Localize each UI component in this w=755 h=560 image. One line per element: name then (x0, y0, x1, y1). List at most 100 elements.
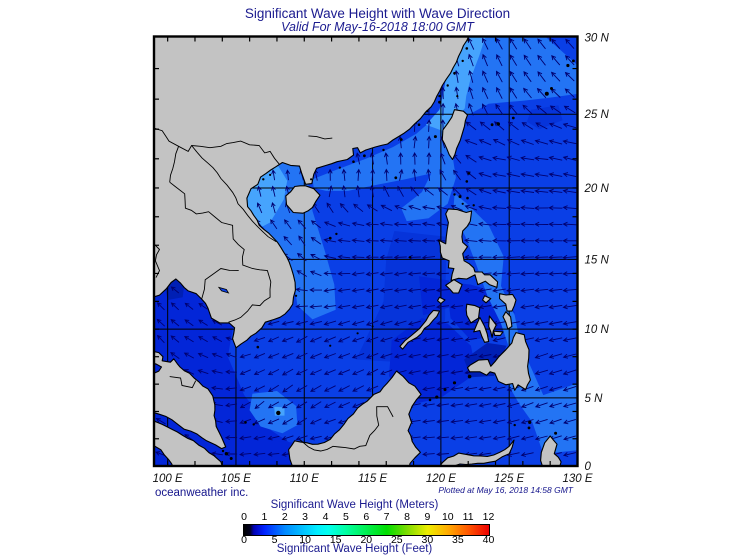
wave-arrow (450, 304, 464, 310)
island-speck (528, 420, 532, 424)
island-speck (276, 410, 281, 416)
wave-arrow (323, 221, 336, 228)
wave-arrow (253, 369, 265, 376)
wave-arrow (534, 353, 549, 359)
wave-arrow (436, 370, 449, 375)
wave-arrow (384, 168, 389, 181)
wave-arrow (506, 435, 520, 441)
wave-arrow (323, 369, 336, 376)
wave-arrow (323, 271, 337, 276)
wave-arrow (267, 451, 280, 457)
border-china-south-border (154, 127, 281, 165)
wave-arrow (520, 254, 535, 260)
wave-arrow (341, 168, 347, 181)
wave-arrow (505, 254, 521, 260)
wave-arrow (492, 337, 506, 343)
wave-arrow (407, 304, 421, 310)
wave-arrow (453, 169, 461, 181)
wave-arrow (421, 287, 435, 293)
wave-arrow (523, 71, 532, 83)
wave-arrow (309, 336, 322, 343)
wave-arrow (436, 221, 450, 227)
feet-tick-5: 5 (271, 533, 278, 546)
wave-arrow (295, 304, 308, 309)
wave-arrow (505, 238, 521, 244)
wave-arrow (422, 451, 435, 457)
wave-arrow (492, 139, 506, 146)
wave-arrow (565, 38, 575, 49)
wave-arrow (492, 287, 506, 293)
wave-arrow (482, 103, 489, 116)
wave-arrow (534, 402, 548, 408)
lake-tonle-sap (217, 286, 230, 294)
wave-arrow (495, 103, 504, 115)
wave-arrow (562, 320, 577, 326)
wave-arrow (295, 335, 308, 343)
wave-arrow (365, 304, 379, 310)
wave-arrow (478, 353, 492, 359)
wave-arrow (509, 37, 518, 50)
island-speck (244, 421, 247, 424)
wave-arrow (548, 205, 563, 211)
wave-arrow (537, 38, 546, 50)
wave-arrow (365, 385, 379, 392)
wave-arrow (253, 451, 266, 457)
wave-arrow (478, 435, 492, 441)
wave-arrow (548, 188, 563, 194)
wave-arrow (422, 402, 435, 408)
wave-arrow (479, 121, 491, 131)
wave-arrow (492, 172, 506, 178)
wave-arrow (436, 320, 449, 326)
wave-arrow (323, 254, 337, 260)
wave-arrow (380, 204, 393, 212)
wave-arrow (562, 452, 577, 457)
wave-arrow (492, 304, 506, 310)
wave-arrow (478, 419, 492, 425)
wave-arrow (548, 337, 563, 343)
wave-arrow (548, 304, 563, 310)
wave-arrow (548, 155, 563, 161)
wave-arrow (465, 154, 477, 163)
wave-arrow (548, 402, 562, 408)
wave-arrow (551, 38, 561, 49)
island-speck (490, 123, 494, 127)
country-borders (154, 127, 394, 452)
wave-arrow (478, 172, 492, 178)
wave-arrow (491, 205, 507, 211)
wave-arrow (491, 221, 507, 227)
wave-arrow (339, 202, 349, 213)
wave-arrow (496, 86, 503, 99)
wave-arrow (323, 237, 337, 243)
wave-arrow (170, 286, 180, 294)
wave-arrow (534, 221, 549, 227)
wave-arrow (281, 368, 294, 376)
wave-arrow (284, 219, 292, 230)
island-speck (356, 332, 359, 335)
wave-arrow (239, 353, 251, 359)
wave-arrow (436, 402, 449, 408)
wave-arrow (450, 204, 463, 211)
lon-label-115: 115 E (358, 473, 388, 485)
wave-arrow (323, 320, 337, 326)
wave-arrow (309, 352, 322, 359)
wave-arrow (534, 205, 549, 211)
wave-arrow (436, 205, 450, 210)
island-speck (417, 123, 421, 126)
band-east-philippines-l1 (453, 193, 578, 454)
wave-arrow (464, 435, 478, 441)
wave-arrow (421, 238, 436, 244)
wave-arrow (520, 221, 535, 227)
wave-arrow (296, 401, 308, 409)
island-specks (221, 47, 575, 460)
wave-arrow (506, 139, 520, 146)
wave-arrow (281, 320, 294, 326)
wave-arrow (422, 386, 435, 392)
wave-arrow (337, 369, 351, 376)
meters-tick-4: 4 (322, 511, 329, 523)
wave-arrow (337, 221, 351, 227)
wave-arrow (468, 69, 474, 83)
lon-label-105: 105 E (221, 473, 251, 485)
meters-tick-11: 11 (462, 511, 474, 523)
wave-arrow (548, 172, 563, 178)
wave-arrow (282, 384, 294, 393)
